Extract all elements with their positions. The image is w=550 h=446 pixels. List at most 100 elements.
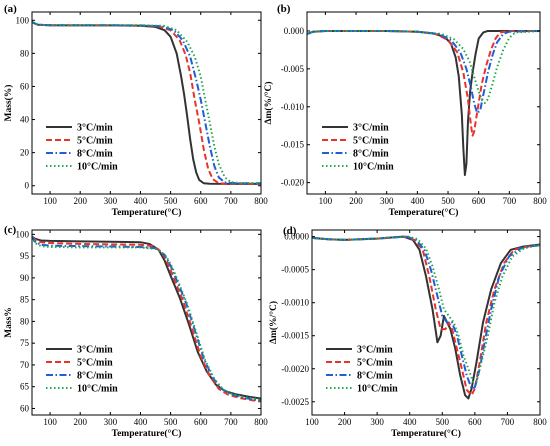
y-tick-label: 40 [20,115,30,125]
y-tick-label: -0.015 [281,140,305,150]
x-tick-label: 500 [436,417,450,427]
legend-label: 5°C/min [357,358,393,369]
y-tick-label: 80 [20,48,30,58]
x-tick-label: 500 [164,417,178,427]
x-tick-label: 100 [43,417,57,427]
y-axis-label: Δm(%/°C) [263,82,274,125]
x-tick-label: 700 [224,417,238,427]
x-tick-label: 200 [73,196,87,206]
chart-panel-1: 100 200 300 400 500 600 700 800 0 20 40 60 80 100 Temp… [3,3,268,218]
y-tick-label: 0.000 [284,26,305,36]
series-line-2 [307,29,540,137]
legend-label: 8°C/min [353,149,389,160]
legend: 3°C/min 5°C/min 8°C/min 10°C/min [326,345,398,395]
x-tick-label: 200 [349,196,363,206]
y-tick-label: 0 [25,181,30,191]
panel-label: (b) [277,3,291,15]
x-tick-label: 300 [370,417,384,427]
x-tick-label: 200 [73,417,87,427]
x-tick-label: 500 [441,196,455,206]
y-tick-label: 85 [20,295,30,305]
series-line-1 [32,21,261,185]
legend-label: 8°C/min [77,371,113,382]
legend-label: 5°C/min [353,136,389,147]
x-tick-label: 800 [533,417,547,427]
legend-label: 8°C/min [77,149,113,160]
x-tick-label: 400 [411,196,425,206]
y-tick-label: -0.0010 [281,298,309,308]
x-tick-label: 600 [194,196,208,206]
y-tick-label: 65 [20,382,30,392]
x-tick-label: 400 [134,417,148,427]
y-tick-label: 0.0000 [284,232,309,242]
y-axis-label: Mass(%) [3,85,14,122]
x-tick-label: 300 [104,417,118,427]
x-tick-label: 600 [468,417,482,427]
x-tick-label: 800 [254,417,268,427]
x-tick-label: 700 [503,196,517,206]
plot-frame [31,11,262,195]
series-line-2 [312,235,540,397]
y-tick-label: 80 [20,316,30,326]
x-tick-label: 400 [134,196,148,206]
legend-label: 3°C/min [357,345,393,356]
series-line-3 [312,235,540,390]
plot-frame [311,229,541,416]
legend-label: 3°C/min [353,123,389,134]
x-tick-label: 100 [305,417,319,427]
y-tick-label: -0.0025 [281,397,309,407]
plot-frame [31,229,262,416]
x-tick-label: 300 [104,196,118,206]
series-line-3 [32,21,261,185]
x-tick-label: 500 [164,196,178,206]
y-tick-label: 95 [20,251,30,261]
y-tick-label: -0.0020 [281,364,309,374]
x-axis-label: Temperature(°C) [112,207,182,218]
chart-panel-4: 100 200 300 400 500 600 700 800 0.0000 -0.0005 -0.… [268,225,547,439]
x-tick-label: 100 [43,196,57,206]
y-tick-label: 20 [20,148,30,158]
legend-label: 5°C/min [77,136,113,147]
x-axis-label: Temperature(°C) [389,207,459,218]
series-line-4 [32,21,261,185]
series-line-4 [307,29,540,104]
legend-label: 10°C/min [353,162,394,173]
legend-label: 5°C/min [77,358,113,369]
panel-label: (c) [4,224,17,236]
x-tick-label: 200 [338,417,352,427]
x-tick-label: 600 [194,417,208,427]
y-tick-label: -0.0015 [281,331,309,341]
x-tick-label: 800 [533,196,547,206]
legend: 3°C/min 5°C/min 8°C/min 10°C/min [46,345,118,395]
legend: 3°C/min 5°C/min 8°C/min 10°C/min [322,123,394,173]
legend-label: 3°C/min [77,123,113,134]
y-axis-label: Mass% [4,307,14,338]
x-axis-label: Temperature(°C) [112,428,182,439]
chart-panel-3: 100 200 300 400 500 600 700 800 60 65 70 75 80 85 90 95… [4,224,268,439]
x-tick-label: 700 [501,417,515,427]
legend-label: 3°C/min [77,345,113,356]
x-axis-label: Temperature(°C) [391,428,461,439]
y-tick-label: 70 [20,360,30,370]
series-line-3 [32,236,261,402]
legend-label: 10°C/min [77,384,118,395]
series-line-4 [312,235,540,383]
series-line-3 [307,29,540,114]
y-tick-label: 75 [20,338,30,348]
series-line-4 [32,236,261,401]
y-tick-label: -0.0005 [281,265,309,275]
y-tick-label: 60 [20,81,30,91]
legend-label: 10°C/min [77,162,118,173]
x-tick-label: 300 [380,196,394,206]
legend-label: 8°C/min [357,371,393,382]
y-tick-label: 90 [20,273,30,283]
y-tick-label: -0.010 [281,102,305,112]
chart-panel-2: 100 200 300 400 500 600 700 800 0.000 -0.005 -0.01… [263,3,547,218]
y-tick-label: -0.005 [281,64,305,74]
x-tick-label: 700 [224,196,238,206]
y-axis-label: Δm(%/°C) [268,301,279,344]
panel-label: (a) [4,3,17,15]
y-tick-label: 100 [16,15,30,25]
y-tick-label: 100 [16,229,30,239]
x-tick-label: 800 [254,196,268,206]
